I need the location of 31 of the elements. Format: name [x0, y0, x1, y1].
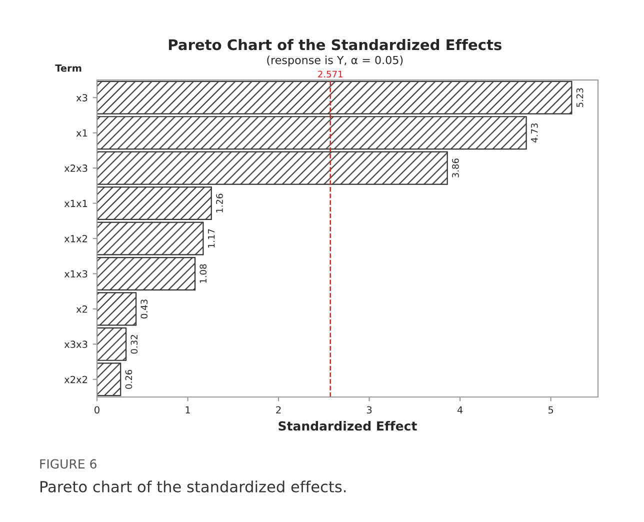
data-label: 1.26 — [216, 194, 223, 212]
y-tick-label: x3 — [76, 94, 88, 102]
y-tick-label: x2x3 — [64, 164, 88, 172]
text: Pareto chart of the standardized effects. — [40, 480, 346, 492]
y-tick-label: x1x3 — [64, 270, 88, 278]
data-label: 0.43 — [140, 300, 148, 318]
y-tick-label: x1x1 — [64, 200, 88, 207]
x-axis-title: Standardized Effect — [278, 420, 417, 431]
x-tick-label: 3 — [366, 406, 372, 414]
caption: FIGURE 6 — [40, 459, 96, 469]
x-tick-label: 4 — [457, 406, 463, 414]
x-tick-label: 1 — [186, 406, 190, 414]
y-tick-label: x3x3 — [64, 340, 88, 348]
x-tick-label: 5 — [548, 406, 554, 414]
x-tick-label: 0 — [94, 406, 100, 414]
chart-title: Pareto Chart of the Standardized Effects — [168, 38, 502, 50]
data-label: 0.32 — [130, 335, 138, 354]
y-tick-label: x1x2 — [64, 234, 87, 242]
data-label: 1.17 — [208, 229, 215, 248]
data-label: 4.73 — [530, 124, 538, 142]
data-label: 1.08 — [200, 264, 207, 283]
data-label: 5.23 — [576, 88, 584, 107]
data-label: 0.26 — [125, 370, 132, 389]
y-tick-label: x2x2 — [64, 376, 87, 384]
y-tick-label: x1 — [76, 129, 88, 137]
data-label: 3.86 — [452, 158, 459, 178]
chart-subtitle: (response is Y, α = 0.05) — [267, 56, 403, 66]
y-axis-title: Term — [55, 64, 82, 72]
ref-line-label: 2.571 — [318, 70, 342, 78]
x-tick-label: 2 — [276, 406, 281, 414]
y-tick-label: x2 — [76, 305, 87, 313]
